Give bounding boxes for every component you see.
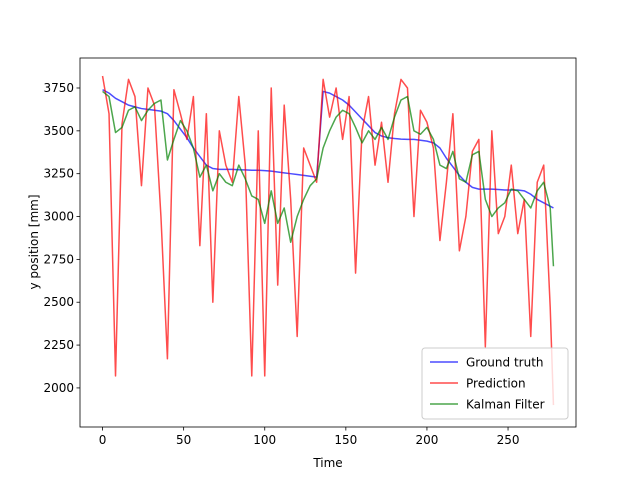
y-tick-label: 2500: [43, 295, 74, 309]
legend-label: Ground truth: [466, 356, 544, 370]
legend: Ground truth Prediction Kalman Filter: [421, 347, 569, 420]
axes-frame: [79, 57, 577, 428]
plot-area: [101, 75, 555, 406]
y-axis-label: y position [mm]: [27, 194, 41, 289]
y-tick-label: 3750: [43, 81, 74, 95]
x-tick-label: 100: [253, 433, 276, 447]
legend-box: [421, 347, 569, 420]
y-tick-label: 3000: [43, 210, 74, 224]
x-tick-label: 0: [99, 433, 107, 447]
x-tick-label: 150: [334, 433, 357, 447]
x-tick-label: 50: [176, 433, 191, 447]
y-tick-label: 3500: [43, 124, 74, 138]
series-line: [101, 75, 555, 406]
x-axis-label: Time: [312, 456, 342, 470]
y-tick-label: 3250: [43, 167, 74, 181]
y-tick-label: 2750: [43, 252, 74, 266]
y-tick-label: 2000: [43, 381, 74, 395]
legend-label: Kalman Filter: [466, 398, 545, 412]
x-tick-label: 250: [497, 433, 520, 447]
series-line: [102, 90, 555, 267]
x-tick-label: 200: [415, 433, 438, 447]
y-tick-label: 2250: [43, 338, 74, 352]
legend-label: Prediction: [466, 377, 526, 391]
